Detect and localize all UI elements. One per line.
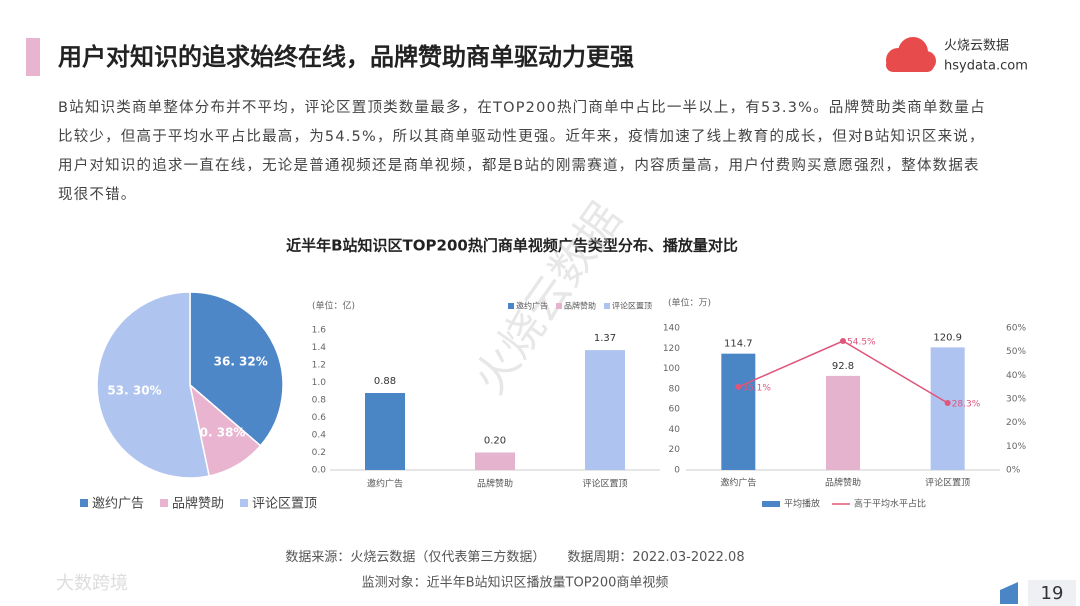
y-tick-label: 60 (669, 405, 681, 415)
source: 数据来源：火烧云数据（仅代表第三方数据） (285, 549, 545, 565)
bar-label: 92.8 (832, 361, 854, 372)
page-number: 19 (1041, 583, 1064, 604)
x-tick-label: 评论区置顶 (925, 477, 970, 489)
line-label: 54.5% (847, 338, 876, 348)
y2-tick-label: 50% (1006, 347, 1026, 357)
title-accent (26, 38, 40, 76)
legend-label: 评论区置顶 (252, 497, 317, 512)
y2-tick-label: 10% (1006, 442, 1026, 452)
y-tick-label: 140 (663, 324, 680, 334)
bar (721, 353, 756, 470)
page-box (1028, 580, 1076, 606)
legend-label: 平均播放 (784, 498, 820, 510)
legend-swatch (80, 499, 88, 507)
x-tick-label: 品牌赞助 (825, 477, 861, 489)
y-tick-label: 0.8 (312, 396, 327, 406)
y-tick-label: 100 (663, 364, 680, 374)
y-tick-label: 0.0 (312, 466, 327, 476)
legend-label: 邀约广告 (92, 497, 144, 512)
y-tick-label: 1.2 (312, 361, 326, 371)
pie-label: 36. 32% (214, 354, 268, 368)
line-label: 35.1% (742, 383, 771, 393)
legend-swatch (762, 501, 780, 507)
bar-label: 0.20 (484, 436, 506, 447)
y-tick-label: 40 (669, 425, 681, 435)
bar (585, 350, 625, 470)
bar-label: 1.37 (594, 333, 616, 344)
y-tick-label: 1.6 (312, 326, 327, 336)
legend-swatch (240, 499, 249, 507)
period: 数据周期：2022.03-2022.08 (567, 550, 744, 565)
charts-title: 近半年B站知识区TOP200热门商单视频广告类型分布、播放量对比 (286, 237, 738, 255)
legend-label: 评论区置顶 (612, 301, 652, 311)
pie-slice (96, 291, 211, 479)
legend-swatch (604, 303, 610, 309)
pie-label: 10. 38% (191, 426, 245, 440)
y-tick-label: 120 (663, 344, 680, 354)
bar (365, 393, 405, 470)
bar (826, 375, 860, 470)
bar-label: 120.9 (933, 332, 962, 343)
legend-swatch (556, 303, 562, 309)
x-tick-label: 品牌赞助 (477, 478, 513, 490)
paragraph: B站知识类商单整体分布并不平均，评论区置顶类数量最多，在TOP200热门商单中占… (58, 100, 986, 203)
line-label: 28.3% (952, 400, 981, 410)
y-tick-label: 20 (669, 445, 681, 455)
unit-label: (单位：万) (668, 297, 711, 309)
pie-label: 53. 30% (107, 383, 161, 397)
bar-label: 0.88 (374, 376, 396, 387)
brand: 大数跨境 (56, 573, 128, 594)
logo-url: hsydata.com (944, 59, 1028, 74)
y2-tick-label: 40% (1006, 371, 1026, 381)
footer-source: 数据来源：火烧云数据（仅代表第三方数据） 数据周期：2022.03-2022.08 (285, 549, 744, 565)
footer-monitor: 监测对象：近半年B站知识区播放量TOP200商单视频 (362, 575, 669, 591)
line-point (840, 338, 846, 345)
x-tick-label: 邀约广告 (720, 477, 756, 489)
legend-label: 品牌赞助 (564, 301, 596, 311)
legend-swatch (508, 303, 514, 309)
y-tick-label: 0.6 (312, 413, 327, 423)
y-tick-label: 1.0 (312, 378, 327, 388)
line-point (735, 383, 742, 390)
pie-slice (189, 291, 284, 447)
bar (930, 347, 965, 470)
legend-label: 邀约广告 (516, 301, 548, 311)
unit-label: (单位：亿) (312, 300, 355, 312)
y-tick-label: 0.4 (312, 431, 327, 441)
y-tick-label: 0 (674, 466, 680, 476)
x-tick-label: 评论区置顶 (582, 478, 627, 490)
slide-title: 用户对知识的追求始终在线，品牌赞助商单驱动力更强 (58, 43, 634, 71)
legend-label: 高于平均水平占比 (854, 498, 926, 510)
bar (475, 452, 515, 470)
legend-swatch (160, 499, 169, 507)
legend-label: 品牌赞助 (172, 496, 224, 512)
bar-label: 114.7 (724, 339, 753, 350)
line-point (944, 400, 951, 407)
logo-icon (886, 37, 936, 72)
y2-tick-label: 60% (1006, 324, 1026, 334)
y2-tick-label: 30% (1006, 395, 1026, 405)
y-tick-label: 80 (669, 384, 681, 394)
logo-name: 火烧云数据 (944, 39, 1009, 54)
y2-tick-label: 20% (1006, 418, 1026, 428)
y-tick-label: 1.4 (312, 343, 327, 353)
page-accent (1000, 582, 1018, 604)
x-tick-label: 邀约广告 (367, 478, 403, 490)
y2-tick-label: 0% (1006, 466, 1021, 476)
y-tick-label: 0.2 (312, 448, 326, 458)
